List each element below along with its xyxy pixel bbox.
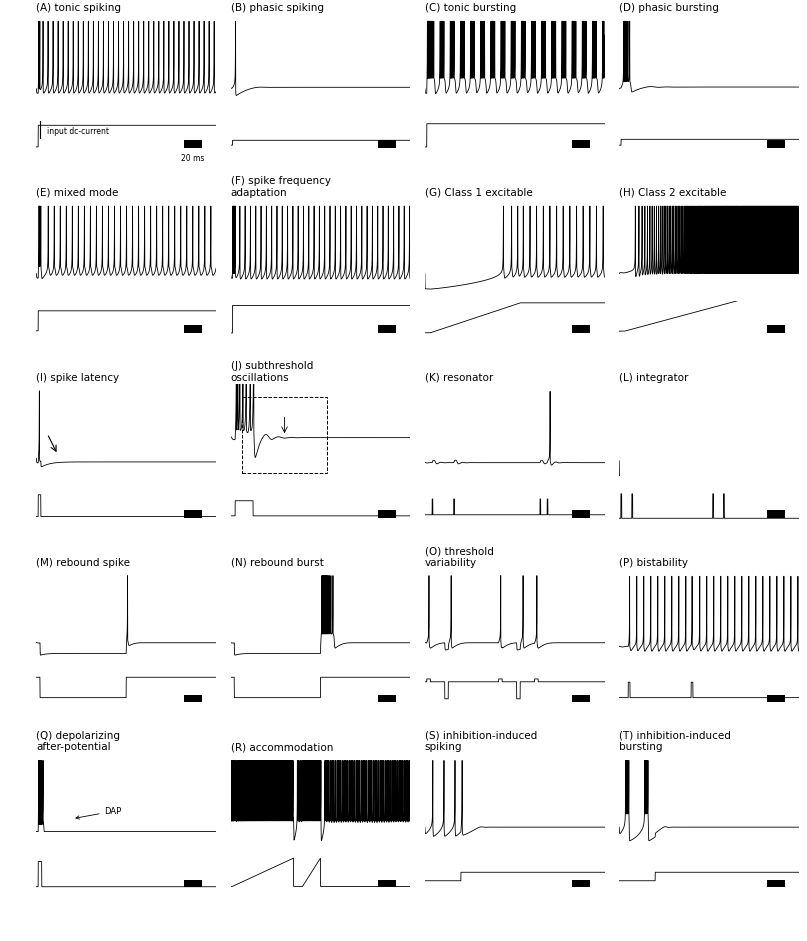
Text: (D) phasic bursting: (D) phasic bursting [619, 3, 719, 13]
Text: (T) inhibition-induced
bursting: (T) inhibition-induced bursting [619, 731, 731, 753]
Text: (G) Class 1 excitable: (G) Class 1 excitable [424, 188, 533, 198]
Text: DAP: DAP [76, 806, 122, 819]
Text: (B) phasic spiking: (B) phasic spiking [231, 3, 324, 13]
Text: (S) inhibition-induced
spiking: (S) inhibition-induced spiking [424, 731, 537, 753]
Text: (O) threshold
variability: (O) threshold variability [424, 546, 494, 567]
Text: (N) rebound burst: (N) rebound burst [231, 558, 324, 567]
Text: (H) Class 2 excitable: (H) Class 2 excitable [619, 188, 726, 198]
Text: (M) rebound spike: (M) rebound spike [36, 558, 130, 567]
Text: (L) integrator: (L) integrator [619, 373, 688, 383]
Text: (F) spike frequency
adaptation: (F) spike frequency adaptation [231, 176, 331, 198]
Text: (A) tonic spiking: (A) tonic spiking [36, 3, 121, 13]
Text: 20 ms: 20 ms [181, 153, 204, 163]
Text: (E) mixed mode: (E) mixed mode [36, 188, 119, 198]
Text: input dc-current: input dc-current [47, 127, 109, 136]
Text: (I) spike latency: (I) spike latency [36, 373, 119, 383]
Text: (R) accommodation: (R) accommodation [231, 742, 333, 753]
Text: (Q) depolarizing
after-potential: (Q) depolarizing after-potential [36, 731, 120, 753]
Bar [242, 397, 327, 473]
Text: (C) tonic bursting: (C) tonic bursting [424, 3, 516, 13]
Text: (K) resonator: (K) resonator [424, 373, 493, 383]
Text: (J) subthreshold
oscillations: (J) subthreshold oscillations [231, 361, 313, 383]
Text: (P) bistability: (P) bistability [619, 558, 688, 567]
